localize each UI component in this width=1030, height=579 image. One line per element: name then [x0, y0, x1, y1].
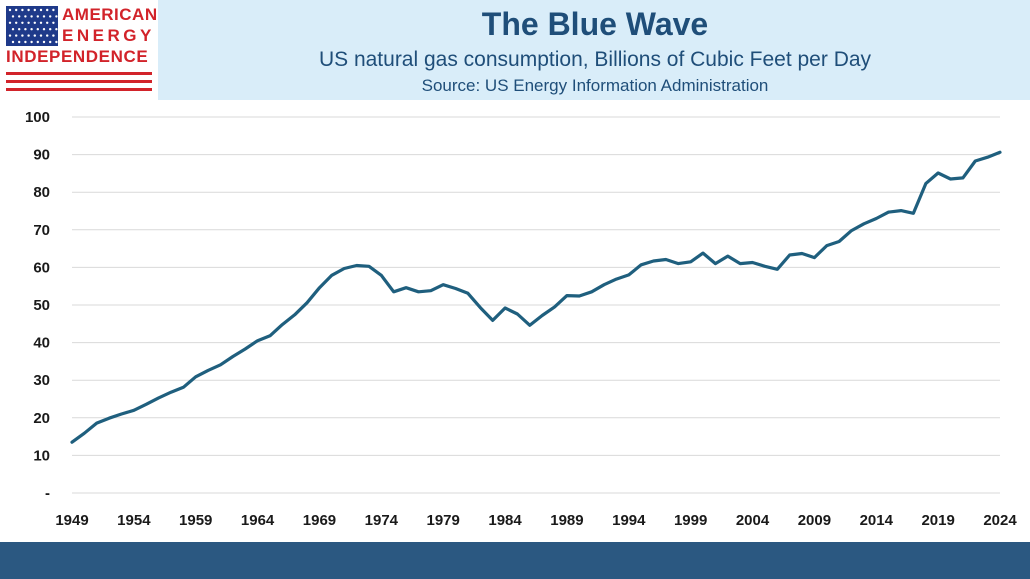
flag-star: [15, 21, 18, 24]
flag-star: [52, 21, 55, 24]
chart-source: Source: US Energy Information Administra…: [421, 76, 769, 95]
flag-star: [36, 15, 39, 18]
flag-star: [33, 8, 36, 12]
flag-star: [24, 40, 27, 44]
flag-star: [49, 40, 52, 44]
flag-star: [49, 28, 52, 31]
flag-star: [36, 28, 39, 31]
flag-star: [21, 34, 24, 37]
flag-star: [39, 21, 43, 24]
flag-star: [33, 34, 36, 37]
line-chart: - 10 20 30 40 50 60 70 80 90 100 1949 1954 1959 1964 19…: [25, 109, 1017, 529]
flag-star: [39, 8, 43, 12]
y-tick-label: 10: [33, 447, 50, 464]
y-tick-label: 60: [33, 259, 50, 276]
chart-title: The Blue Wave: [481, 6, 709, 42]
flag-star: [18, 15, 21, 18]
flag-star: [8, 8, 12, 12]
flag-star: [55, 15, 58, 18]
flag-star: [8, 21, 12, 24]
flag-star: [52, 34, 55, 37]
y-tick-label: 30: [33, 372, 50, 389]
x-tick-label: 1984: [488, 512, 522, 529]
flag-star: [36, 40, 39, 44]
x-tick-label: 2009: [798, 512, 831, 529]
american-energy-independence-logo: AMERICAN ENERGY INDEPENDENCE: [0, 0, 158, 100]
x-tick-label: 1959: [179, 512, 212, 529]
logo-line-energy: ENERGY: [62, 26, 155, 45]
chart-header: The Blue Wave US natural gas consumption…: [0, 0, 1030, 100]
x-tick-label: 1969: [303, 512, 336, 529]
flag-star: [11, 15, 15, 18]
flag-star: [11, 28, 15, 31]
logo-stripe: [6, 80, 152, 83]
flag-star: [8, 34, 12, 37]
logo-stripe: [6, 88, 152, 91]
flag-star: [46, 21, 49, 24]
x-tick-label: 1989: [550, 512, 583, 529]
y-tick-label: 70: [33, 222, 50, 239]
x-tick-label: 2004: [736, 512, 770, 529]
chart-subtitle: US natural gas consumption, Billions of …: [318, 48, 872, 71]
flag-star: [42, 28, 46, 31]
flag-star: [24, 15, 27, 18]
footer-bar: [0, 542, 1030, 579]
x-tick-label: 1999: [674, 512, 707, 529]
flag-star: [42, 40, 46, 44]
flag-star: [18, 28, 21, 31]
flag-star: [27, 21, 30, 24]
y-tick-label: 50: [33, 297, 50, 314]
flag-star: [18, 40, 21, 44]
flag-star: [15, 34, 18, 37]
x-tick-label: 1979: [427, 512, 460, 529]
y-tick-label: 20: [33, 410, 50, 427]
flag-star: [21, 21, 24, 24]
flag-star: [52, 8, 55, 12]
flag-star: [27, 8, 30, 12]
y-tick-label: 80: [33, 184, 50, 201]
flag-star: [24, 28, 27, 31]
x-tick-label: 1954: [117, 512, 151, 529]
logo-line-independence: INDEPENDENCE: [6, 47, 149, 66]
us-flag-icon: [6, 6, 58, 46]
x-tick-label: 1994: [612, 512, 646, 529]
flag-star: [46, 8, 49, 12]
x-tick-label: 1964: [241, 512, 275, 529]
flag-star: [30, 28, 33, 31]
flag-star: [46, 34, 49, 37]
x-tick-label: 1949: [55, 512, 88, 529]
x-tick-label: 2014: [860, 512, 894, 529]
flag-star: [27, 34, 30, 37]
flag-star: [21, 8, 24, 12]
y-tick-label: -: [45, 485, 50, 502]
flag-star: [33, 21, 36, 24]
series-line: [70, 150, 1002, 444]
flag-star: [15, 8, 18, 12]
y-tick-label: 90: [33, 147, 50, 164]
flag-star: [39, 34, 43, 37]
x-tick-label: 2024: [983, 512, 1017, 529]
x-tick-label: 2019: [921, 512, 954, 529]
flag-star: [49, 15, 52, 18]
y-tick-label: 100: [25, 109, 50, 126]
x-tick-label: 1974: [365, 512, 399, 529]
logo-line-american: AMERICAN: [62, 5, 158, 24]
y-tick-label: 40: [33, 335, 50, 352]
flag-star: [55, 40, 58, 44]
flag-star: [55, 28, 58, 31]
logo-stripe: [6, 72, 152, 75]
flag-star: [30, 15, 33, 18]
flag-star: [30, 40, 33, 44]
flag-star: [11, 40, 15, 44]
flag-star: [42, 15, 46, 18]
